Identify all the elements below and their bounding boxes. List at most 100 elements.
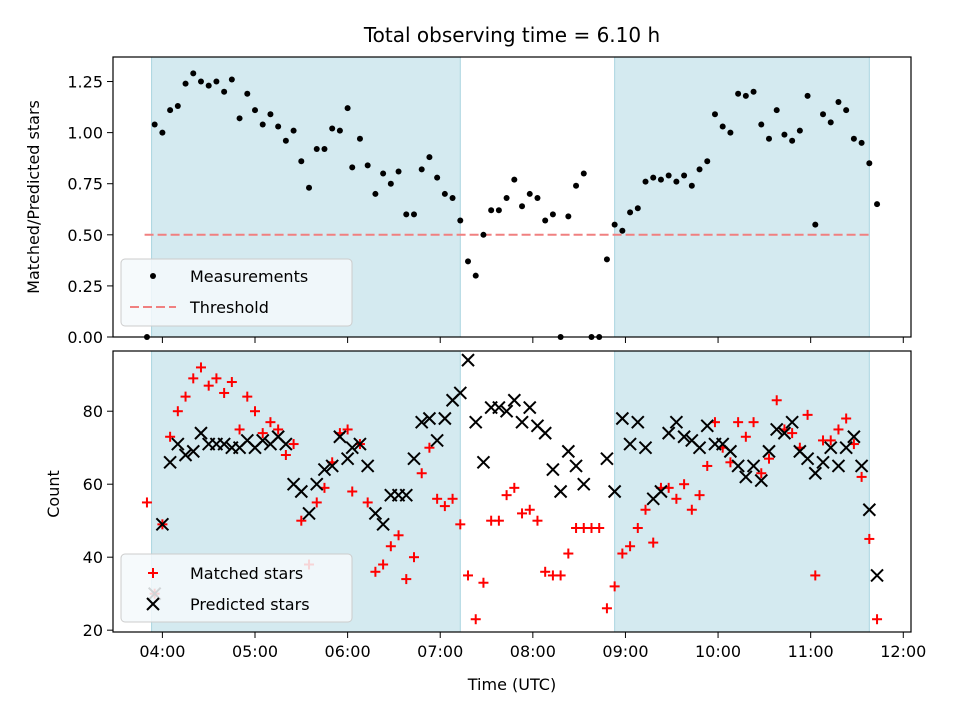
matched-star-point: [524, 504, 535, 515]
measurement-point: [290, 127, 297, 134]
predicted-star-point: [577, 477, 591, 491]
matched-star-point: [257, 428, 268, 439]
measurement-point: [298, 158, 305, 165]
measurement-point: [750, 88, 757, 95]
measurement-point: [244, 90, 251, 97]
matched-star-point: [825, 435, 836, 446]
measurement-point: [565, 213, 572, 220]
measurement-point: [182, 80, 189, 87]
measurement-point: [820, 111, 827, 118]
predicted-star-point: [163, 455, 177, 470]
legend-threshold-label: Threshold: [189, 298, 269, 317]
matched-star-point: [311, 497, 322, 508]
predicted-star-point: [677, 430, 691, 444]
matched-star-point: [416, 468, 427, 479]
measurement-point: [426, 154, 433, 161]
y-tick-label: 1.00: [67, 124, 103, 143]
measurement-point: [657, 176, 664, 183]
measurement-point: [534, 195, 541, 202]
legend: Matched stars Predicted stars: [120, 553, 353, 623]
matched-star-point: [532, 515, 543, 526]
measurement-point: [364, 162, 371, 169]
predicted-star-point: [438, 411, 452, 426]
matched-star-point: [509, 482, 520, 493]
measurement-point: [650, 174, 657, 181]
matched-star-point: [408, 552, 419, 563]
matched-star-point: [609, 581, 620, 592]
x-tick-label: 12:00: [880, 642, 926, 661]
predicted-star-point: [538, 426, 552, 440]
measurement-point: [349, 164, 356, 171]
matched-star-point: [872, 614, 883, 625]
legend-matched-marker: [148, 568, 158, 578]
predicted-star-point: [546, 462, 560, 477]
legend-predicted-marker: [146, 597, 160, 611]
measurement-point: [503, 195, 510, 202]
matched-star-point: [640, 504, 651, 515]
predicted-star-point: [615, 411, 630, 426]
matched-star-point: [188, 373, 199, 384]
matched-star-point: [211, 373, 222, 384]
y-axis-label: Count: [44, 470, 63, 518]
measurement-point: [418, 166, 425, 173]
measurement-point: [259, 121, 266, 128]
y-tick-label: 80: [83, 402, 103, 421]
y-tick-label: 60: [83, 475, 103, 494]
measurement-point: [603, 256, 610, 263]
predicted-star-point: [217, 437, 231, 451]
measurement-point: [197, 78, 204, 85]
count-panel: 20 40 60 80 04:00 05:00 06:00 07:00 08:00 09:00 1…: [44, 350, 926, 694]
matched-star-point: [617, 548, 628, 559]
matched-star-point: [172, 406, 183, 417]
matched-star-point: [810, 570, 821, 581]
measurement-point: [205, 82, 212, 89]
predicted-star-point: [430, 433, 444, 448]
predicted-star-point: [171, 437, 185, 451]
measurement-point: [306, 184, 313, 191]
matched-star-point: [234, 424, 245, 435]
matched-star-point: [694, 490, 705, 501]
matched-star-point: [648, 537, 659, 548]
predicted-star-point: [368, 506, 383, 521]
measurement-point: [735, 90, 742, 97]
measurement-point: [773, 107, 780, 114]
predicted-star-point: [461, 353, 475, 367]
measurement-point: [267, 111, 274, 118]
predicted-star-point: [561, 444, 576, 459]
measurement-point: [866, 160, 873, 167]
predicted-stars-points: [147, 353, 884, 601]
predicted-star-point: [600, 451, 614, 466]
measurement-point: [159, 129, 166, 136]
predicted-star-point: [302, 506, 316, 521]
matched-star-point: [432, 493, 443, 504]
matched-star-point: [296, 515, 307, 526]
measurement-point: [573, 182, 580, 189]
measurement-point: [380, 170, 387, 177]
measurement-point: [627, 209, 634, 216]
matched-star-point: [393, 530, 404, 541]
x-tick-label: 06:00: [325, 642, 371, 661]
matched-star-point: [242, 391, 253, 402]
predicted-star-point: [862, 503, 877, 517]
legend-measurements-label: Measurements: [190, 267, 308, 286]
x-tick-label: 08:00: [510, 642, 556, 661]
predicted-star-point: [770, 422, 784, 437]
matched-star-point: [740, 431, 751, 442]
predicted-star-point: [808, 466, 823, 480]
measurement-point: [796, 127, 803, 134]
matched-star-point: [141, 497, 152, 508]
predicted-star-point: [870, 568, 884, 583]
matched-star-point: [273, 424, 284, 435]
measurement-point: [434, 174, 441, 181]
predicted-star-point: [515, 415, 529, 429]
predicted-star-point: [723, 444, 738, 459]
measurement-point: [190, 70, 197, 77]
predicted-star-point: [414, 415, 429, 429]
matched-star-point: [385, 541, 396, 552]
predicted-star-point: [422, 411, 437, 426]
matched-star-point: [563, 548, 574, 559]
predicted-star-point: [638, 441, 653, 455]
matched-star-point: [250, 406, 261, 417]
predicted-star-point: [631, 415, 645, 429]
matched-star-point: [470, 614, 481, 625]
